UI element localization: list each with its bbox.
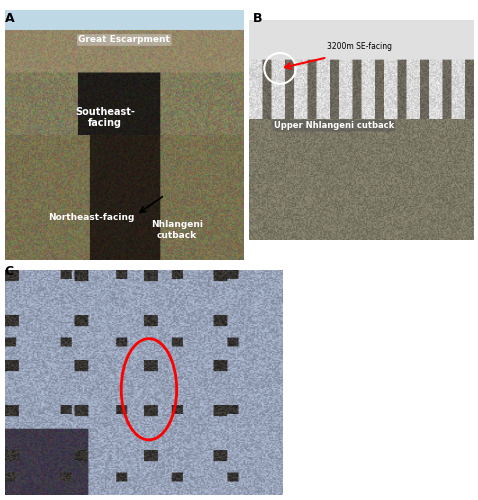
Text: B: B xyxy=(253,12,263,26)
Text: C: C xyxy=(5,265,14,278)
Text: 3200m SE-facing: 3200m SE-facing xyxy=(327,42,392,51)
Text: A: A xyxy=(5,12,14,26)
Text: Northeast-facing: Northeast-facing xyxy=(48,213,134,222)
Text: Southeast-
facing: Southeast- facing xyxy=(75,106,135,128)
Text: Great Escarpment: Great Escarpment xyxy=(78,36,170,44)
Text: Upper Nhlangeni cutback: Upper Nhlangeni cutback xyxy=(274,121,394,130)
Text: Nhlangeni
cutback: Nhlangeni cutback xyxy=(151,220,203,240)
